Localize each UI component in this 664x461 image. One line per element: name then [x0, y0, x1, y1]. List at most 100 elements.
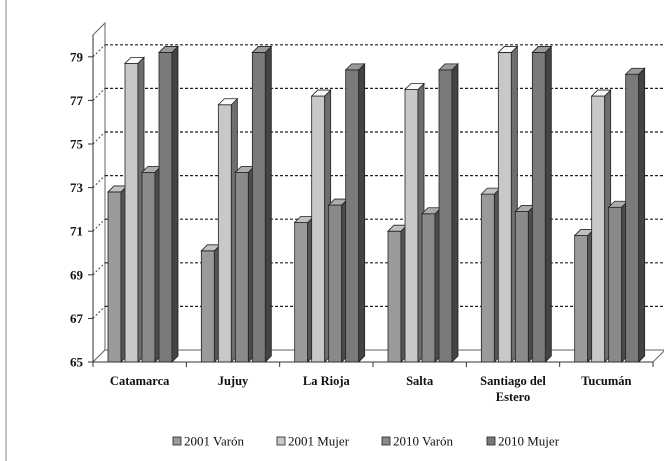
bar — [497, 45, 519, 363]
bar-front — [311, 95, 326, 363]
legend: 2001 Varón 2001 Mujer 2010 Varón 2010 Mujer — [172, 434, 560, 449]
bar-top — [124, 56, 145, 64]
legend-label: 2010 Varón — [393, 434, 454, 449]
y-tick-label: 71 — [70, 224, 83, 239]
gridline-side — [92, 306, 106, 319]
legend-item: 2010 Mujer — [486, 434, 560, 449]
bar-front — [234, 171, 249, 363]
bar-front — [404, 89, 419, 363]
bar — [200, 243, 222, 363]
legend-item: 2001 Mujer — [276, 434, 350, 449]
bar-front — [608, 206, 623, 363]
bar-front — [158, 52, 173, 363]
bar-top — [531, 46, 553, 53]
bar-front — [438, 69, 453, 363]
y-tick-label: 65 — [70, 355, 84, 370]
bar — [124, 56, 145, 363]
bar — [293, 215, 315, 363]
x-axis: Catamarca Jujuy La Rioja Salta Santiago del E… — [92, 361, 654, 404]
y-tick-label: 69 — [70, 267, 84, 282]
y-tick-label: 77 — [70, 93, 84, 108]
x-category-label: La Rioja — [303, 374, 351, 388]
bar-front — [421, 213, 436, 363]
bar-front — [294, 222, 309, 363]
bar — [421, 206, 442, 363]
gridline-side — [92, 175, 106, 188]
gridlines — [92, 44, 664, 319]
bar — [344, 62, 366, 363]
legend-swatch — [381, 436, 391, 446]
y-tick-label: 67 — [70, 311, 84, 326]
bar-side — [171, 45, 179, 363]
bar — [310, 89, 332, 363]
bar — [107, 184, 128, 363]
gridline-side — [92, 262, 106, 276]
gridline-side — [92, 88, 106, 101]
bar — [217, 97, 239, 363]
x-category-label: Tucumán — [581, 374, 631, 388]
side-wall — [92, 21, 106, 364]
bar-top — [217, 98, 239, 106]
bar-front — [107, 191, 122, 363]
bar — [387, 224, 408, 363]
legend-swatch — [486, 436, 496, 446]
bar-front — [124, 62, 139, 363]
bar-front — [531, 52, 546, 363]
bar-side — [451, 62, 459, 363]
legend-label: 2010 Mujer — [498, 434, 560, 449]
bar-side — [544, 45, 552, 363]
legend-item: 2010 Varón — [381, 434, 454, 449]
bar — [141, 165, 162, 363]
x-category-label: Salta — [406, 374, 434, 388]
bar-front — [328, 204, 343, 363]
y-tick-label: 73 — [70, 180, 84, 195]
bar — [607, 200, 629, 363]
bar-top — [158, 46, 179, 53]
bar-front — [514, 211, 529, 363]
bar-top — [438, 63, 459, 71]
bar-top — [590, 89, 612, 97]
bar — [158, 45, 179, 363]
bar-front — [141, 171, 156, 363]
y-tick-label: 79 — [70, 49, 84, 64]
bar — [327, 198, 349, 363]
legend-label: 2001 Mujer — [288, 434, 350, 449]
bar-front — [574, 235, 589, 363]
y-tick-label: 75 — [70, 137, 84, 152]
bar-top — [624, 67, 646, 75]
bar-top — [344, 63, 366, 71]
legend-swatch — [172, 436, 182, 446]
bar — [514, 204, 536, 363]
bar-front — [497, 52, 512, 363]
bar-top — [251, 46, 273, 53]
x-category-label: Estero — [496, 390, 531, 404]
bar-front — [387, 230, 402, 363]
bars — [107, 45, 646, 363]
bar — [531, 45, 553, 363]
legend-label: 2001 Varón — [184, 434, 245, 449]
legend-item: 2001 Varón — [172, 434, 245, 449]
x-category-label: Santiago del — [480, 374, 546, 388]
bar — [234, 165, 256, 363]
gridline-side — [92, 218, 106, 232]
bar — [438, 62, 459, 363]
bar-front — [200, 250, 215, 363]
x-category-label: Catamarca — [110, 374, 170, 388]
x-category-label: Jujuy — [218, 374, 249, 388]
bar-side — [264, 45, 272, 363]
bar-side — [638, 67, 646, 363]
bar-top — [310, 89, 332, 97]
gridline-side — [92, 131, 106, 145]
gridline-side — [92, 44, 106, 58]
bar-top — [404, 83, 425, 90]
bar-front — [591, 95, 606, 363]
bar-front — [345, 69, 360, 363]
bar — [251, 45, 273, 363]
bar — [624, 67, 646, 363]
bar-top — [497, 46, 519, 53]
bar-side — [358, 62, 366, 363]
y-axis: 65 67 69 71 73 75 77 79 — [70, 35, 94, 370]
bar — [573, 228, 595, 363]
bar — [404, 82, 425, 363]
